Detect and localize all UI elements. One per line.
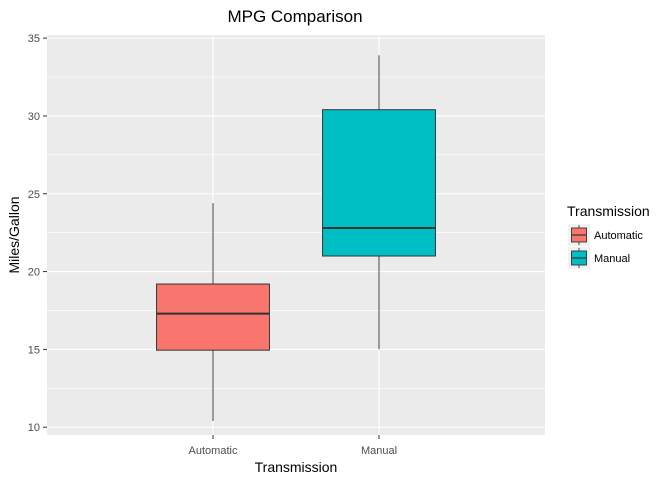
minor-gridlines <box>47 76 545 389</box>
y-tick-label: 10 <box>28 422 40 434</box>
legend-title: Transmission <box>567 203 650 219</box>
x-axis: Automatic Manual <box>189 435 397 457</box>
box-manual <box>322 55 436 350</box>
y-tick-label: 30 <box>28 111 40 123</box>
y-axis-title: Miles/Gallon <box>6 196 22 273</box>
box-automatic <box>156 203 270 421</box>
plot-panel <box>47 35 545 435</box>
box-series <box>156 55 436 421</box>
legend-label: Manual <box>594 253 630 265</box>
box-iqr <box>156 283 270 351</box>
legend-item-automatic: Automatic <box>568 224 643 246</box>
chart-title: MPG Comparison <box>227 7 362 26</box>
x-tick-label: Manual <box>361 445 397 457</box>
y-tick-label: 35 <box>28 33 40 45</box>
box-iqr <box>322 109 436 257</box>
legend: Transmission Automatic Manual <box>567 203 650 269</box>
y-tick-label: 20 <box>28 267 40 279</box>
x-tick-label: Automatic <box>189 445 238 457</box>
y-axis: 10 15 20 25 30 35 <box>28 33 47 434</box>
legend-label: Automatic <box>594 230 643 242</box>
y-tick-label: 25 <box>28 189 40 201</box>
y-tick-label: 15 <box>28 344 40 356</box>
legend-item-manual: Manual <box>568 247 630 269</box>
x-axis-title: Transmission <box>255 459 338 475</box>
